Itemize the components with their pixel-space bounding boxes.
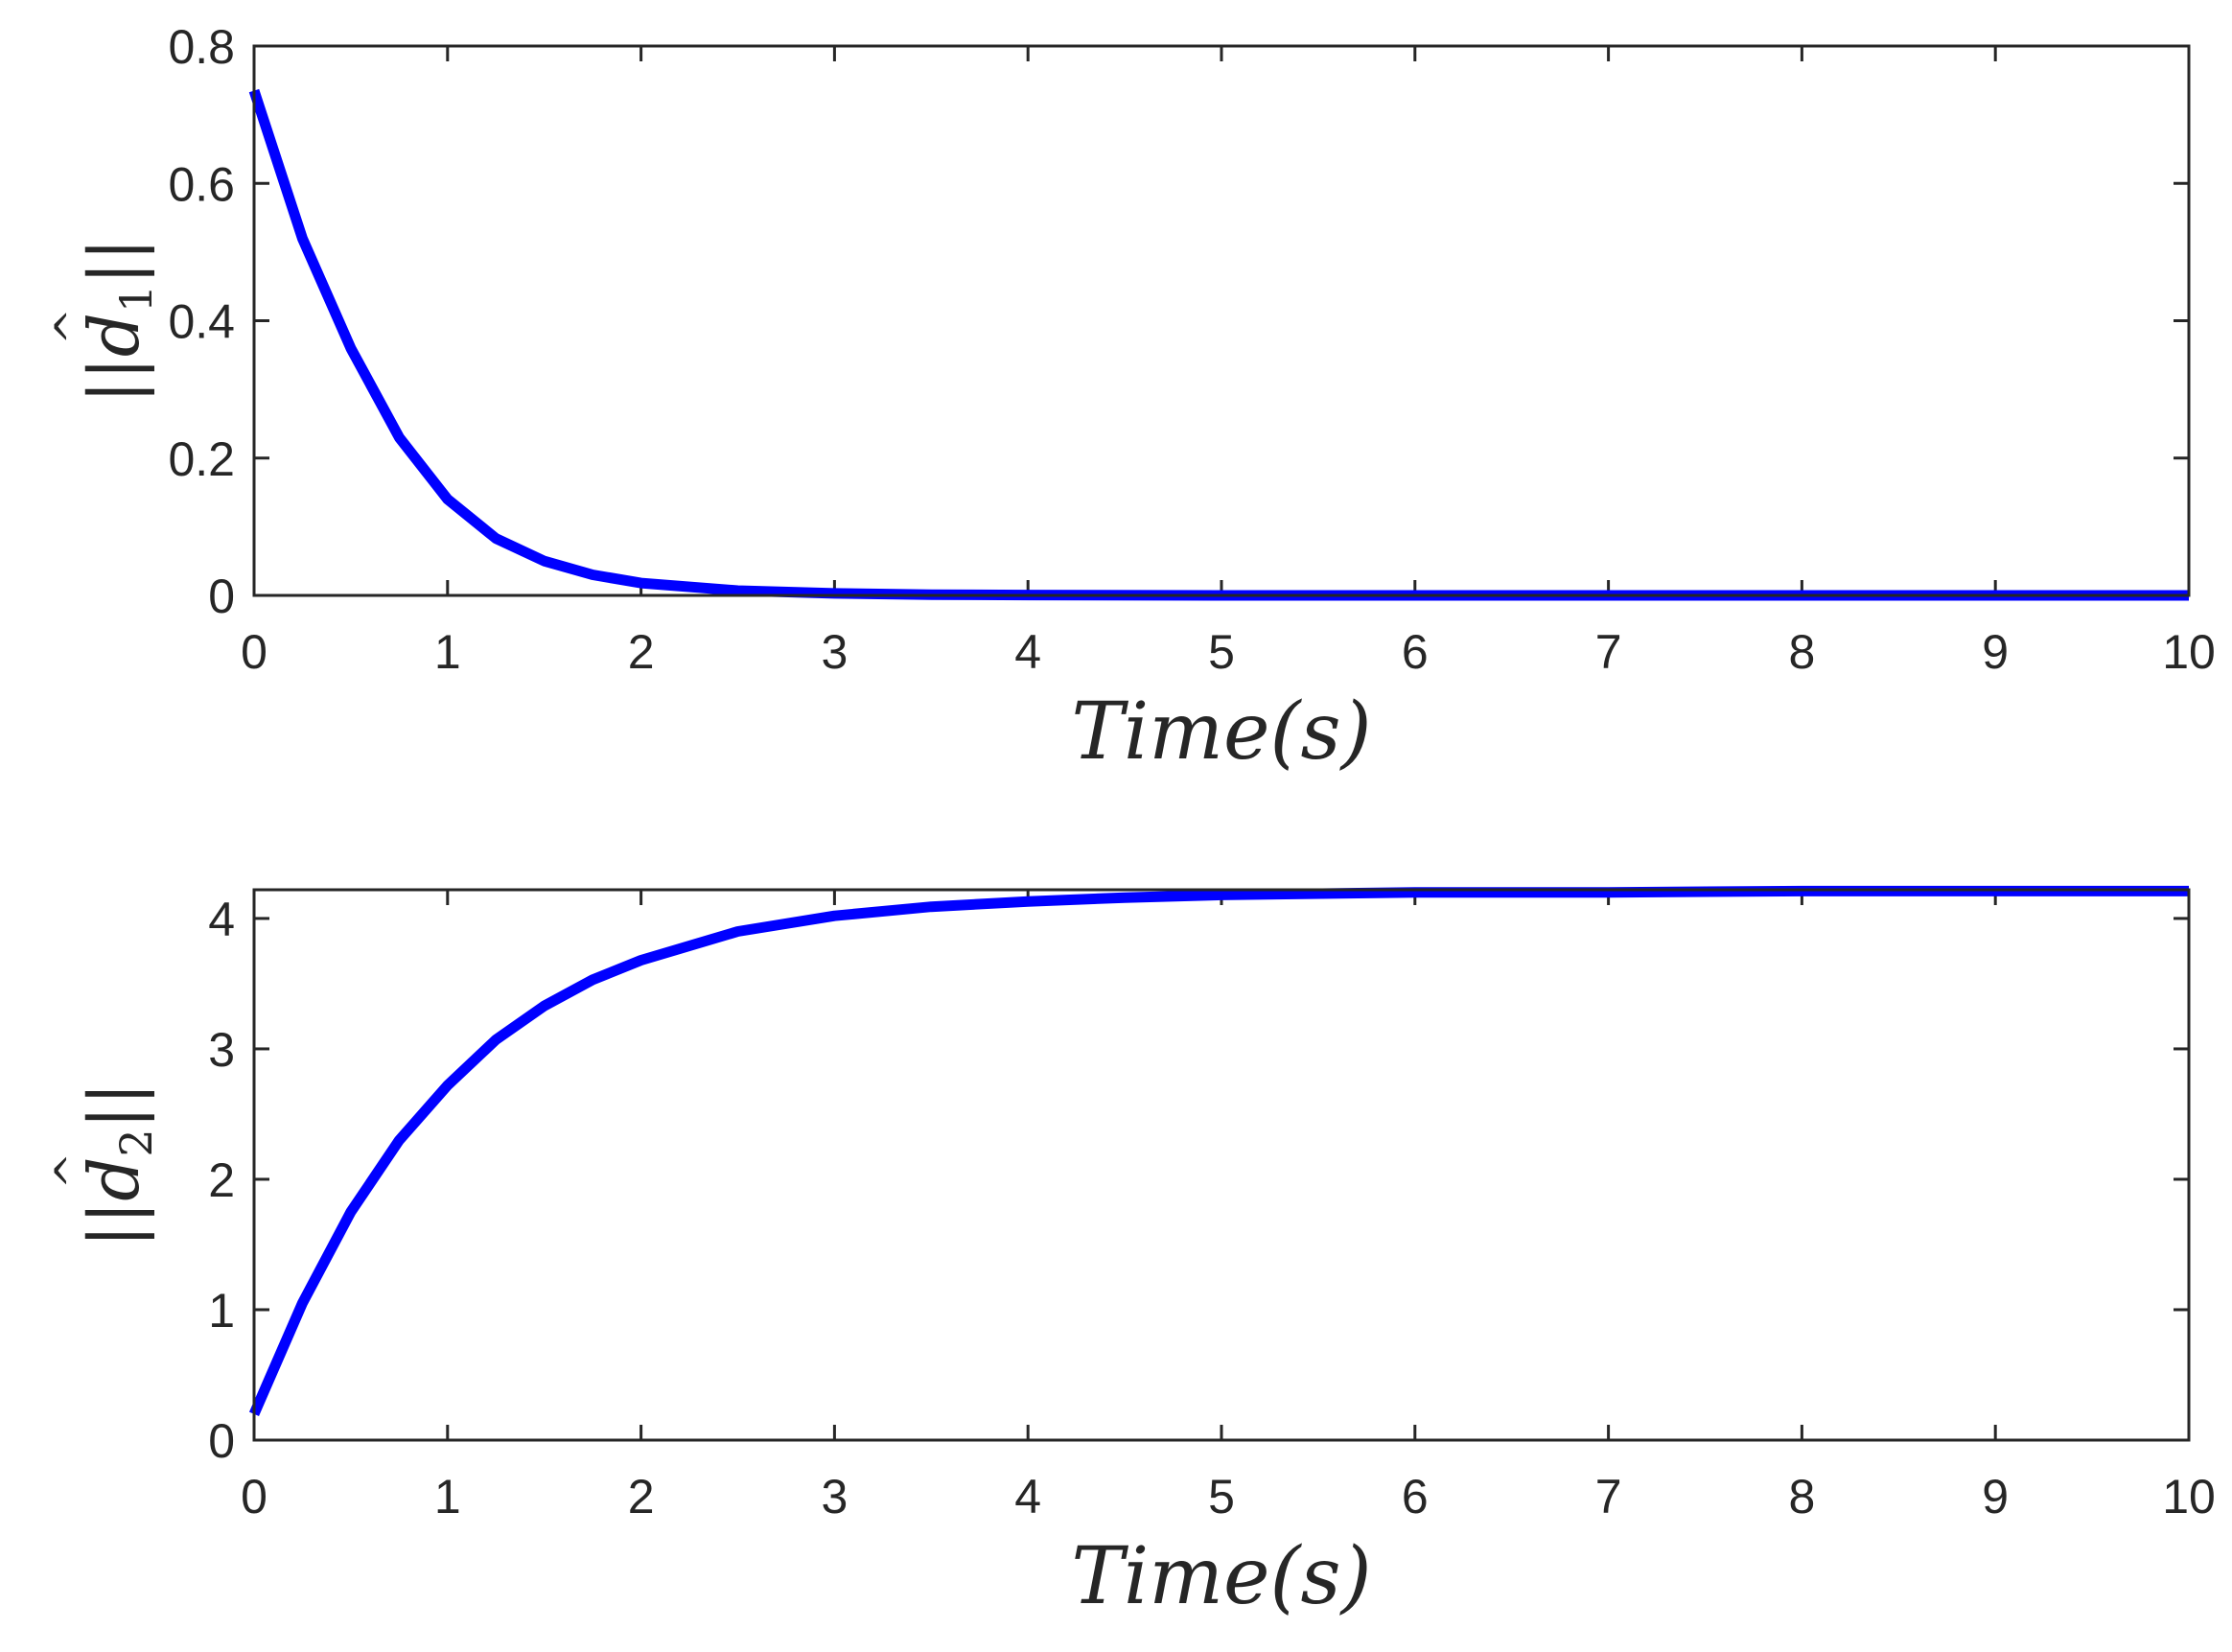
- subplot-2-ylabel-subscript: 2: [110, 1128, 162, 1156]
- y-tick-label: 1: [208, 1284, 235, 1338]
- x-tick-label: 7: [1595, 1470, 1622, 1524]
- x-tick-label: 10: [2162, 625, 2216, 679]
- subplot-2-x-tick-labels: 0 1 2 3 4 5 6 7 8 9 10: [241, 1470, 2216, 1524]
- subplot-1-y-axis-label-text: ||d1||: [74, 238, 162, 403]
- y-tick-label: 0.2: [168, 432, 235, 486]
- x-tick-label: 4: [1014, 625, 1041, 679]
- subplot-2-series: [248, 885, 2189, 1416]
- x-tick-label: 0: [241, 1470, 267, 1524]
- subplot-1-ylabel-hat: ^: [45, 308, 97, 345]
- subplot-1-ylabel-subscript: 1: [110, 285, 162, 313]
- subplot-2-ylabel-hat: ^: [45, 1152, 97, 1190]
- x-tick-label: 5: [1208, 1470, 1235, 1524]
- subplot-1-x-tick-labels: 0 1 2 3 4 5 6 7 8 9 10: [241, 625, 2216, 679]
- subplot-2-ylabel-open: ||: [74, 1201, 154, 1248]
- y-tick-label: 0: [208, 570, 235, 623]
- x-tick-label: 9: [1982, 625, 2009, 679]
- subplot-1-y-axis-label: ||d1|| ^: [45, 238, 162, 403]
- x-tick-label: 3: [821, 1470, 848, 1524]
- y-tick-label: 0: [208, 1414, 235, 1468]
- subplot-2-y-tick-labels: 0 1 2 3 4: [208, 893, 235, 1468]
- x-tick-label: 3: [821, 625, 848, 679]
- x-tick-label: 5: [1208, 625, 1235, 679]
- x-tick-label: 10: [2162, 1470, 2216, 1524]
- x-tick-label: 8: [1788, 625, 1815, 679]
- y-tick-label: 2: [208, 1153, 235, 1207]
- y-tick-label: 3: [208, 1023, 235, 1077]
- subplot-1-ylabel-symbol: d: [74, 313, 154, 357]
- subplot-1-axes-box: [252, 44, 2191, 597]
- x-tick-label: 6: [1402, 625, 1429, 679]
- y-tick-label: 4: [208, 893, 235, 946]
- y-tick-label: 0.4: [168, 295, 235, 349]
- subplot-1-x-axis-label: Time(s): [1071, 686, 1371, 778]
- series-line: [248, 885, 2189, 1416]
- y-tick-label: 0.6: [168, 157, 235, 211]
- x-tick-label: 8: [1788, 1470, 1815, 1524]
- x-tick-label: 1: [434, 625, 461, 679]
- subplot-1-y-tick-labels: 0 0.2 0.4 0.6 0.8: [168, 20, 235, 623]
- subplot-1: 0 1 2 3 4 5 6 7 8 9 10 00.20.40.60.8 Time(s) ||d1|…: [45, 20, 2216, 778]
- subplot-2-y-axis-label: ||d2|| ^: [45, 1082, 162, 1247]
- x-tick-label: 4: [1014, 1470, 1041, 1524]
- subplot-2-ylabel-symbol: d: [74, 1157, 154, 1201]
- x-tick-label: 9: [1982, 1470, 2009, 1524]
- x-tick-label: 1: [434, 1470, 461, 1524]
- subplot-2-x-axis-label: Time(s): [1071, 1531, 1371, 1622]
- subplot-1-ylabel-open: ||: [74, 357, 154, 404]
- subplot-2-y-axis-label-text: ||d2||: [74, 1082, 162, 1247]
- y-tick-label: 0.8: [168, 20, 235, 74]
- x-tick-label: 2: [628, 1470, 655, 1524]
- subplot-2-ylabel-close: ||: [74, 1082, 154, 1129]
- x-tick-label: 0: [241, 625, 267, 679]
- x-tick-label: 7: [1595, 625, 1622, 679]
- x-tick-label: 2: [628, 625, 655, 679]
- x-tick-label: 6: [1402, 1470, 1429, 1524]
- subplot-1-ylabel-close: ||: [74, 238, 154, 285]
- subplot-2-axes-box: [252, 888, 2191, 1442]
